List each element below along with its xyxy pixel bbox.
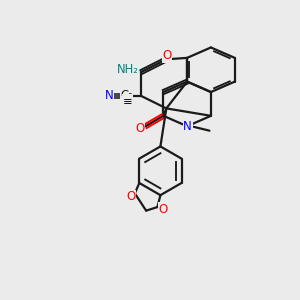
Text: N: N	[183, 120, 192, 133]
Text: O: O	[162, 49, 172, 62]
Text: NH₂: NH₂	[117, 63, 139, 76]
Text: C: C	[121, 89, 129, 102]
Text: O: O	[158, 203, 167, 216]
Text: O: O	[127, 190, 136, 203]
Text: ≡: ≡	[123, 95, 133, 108]
Text: N: N	[105, 89, 113, 102]
Text: O: O	[135, 122, 144, 135]
